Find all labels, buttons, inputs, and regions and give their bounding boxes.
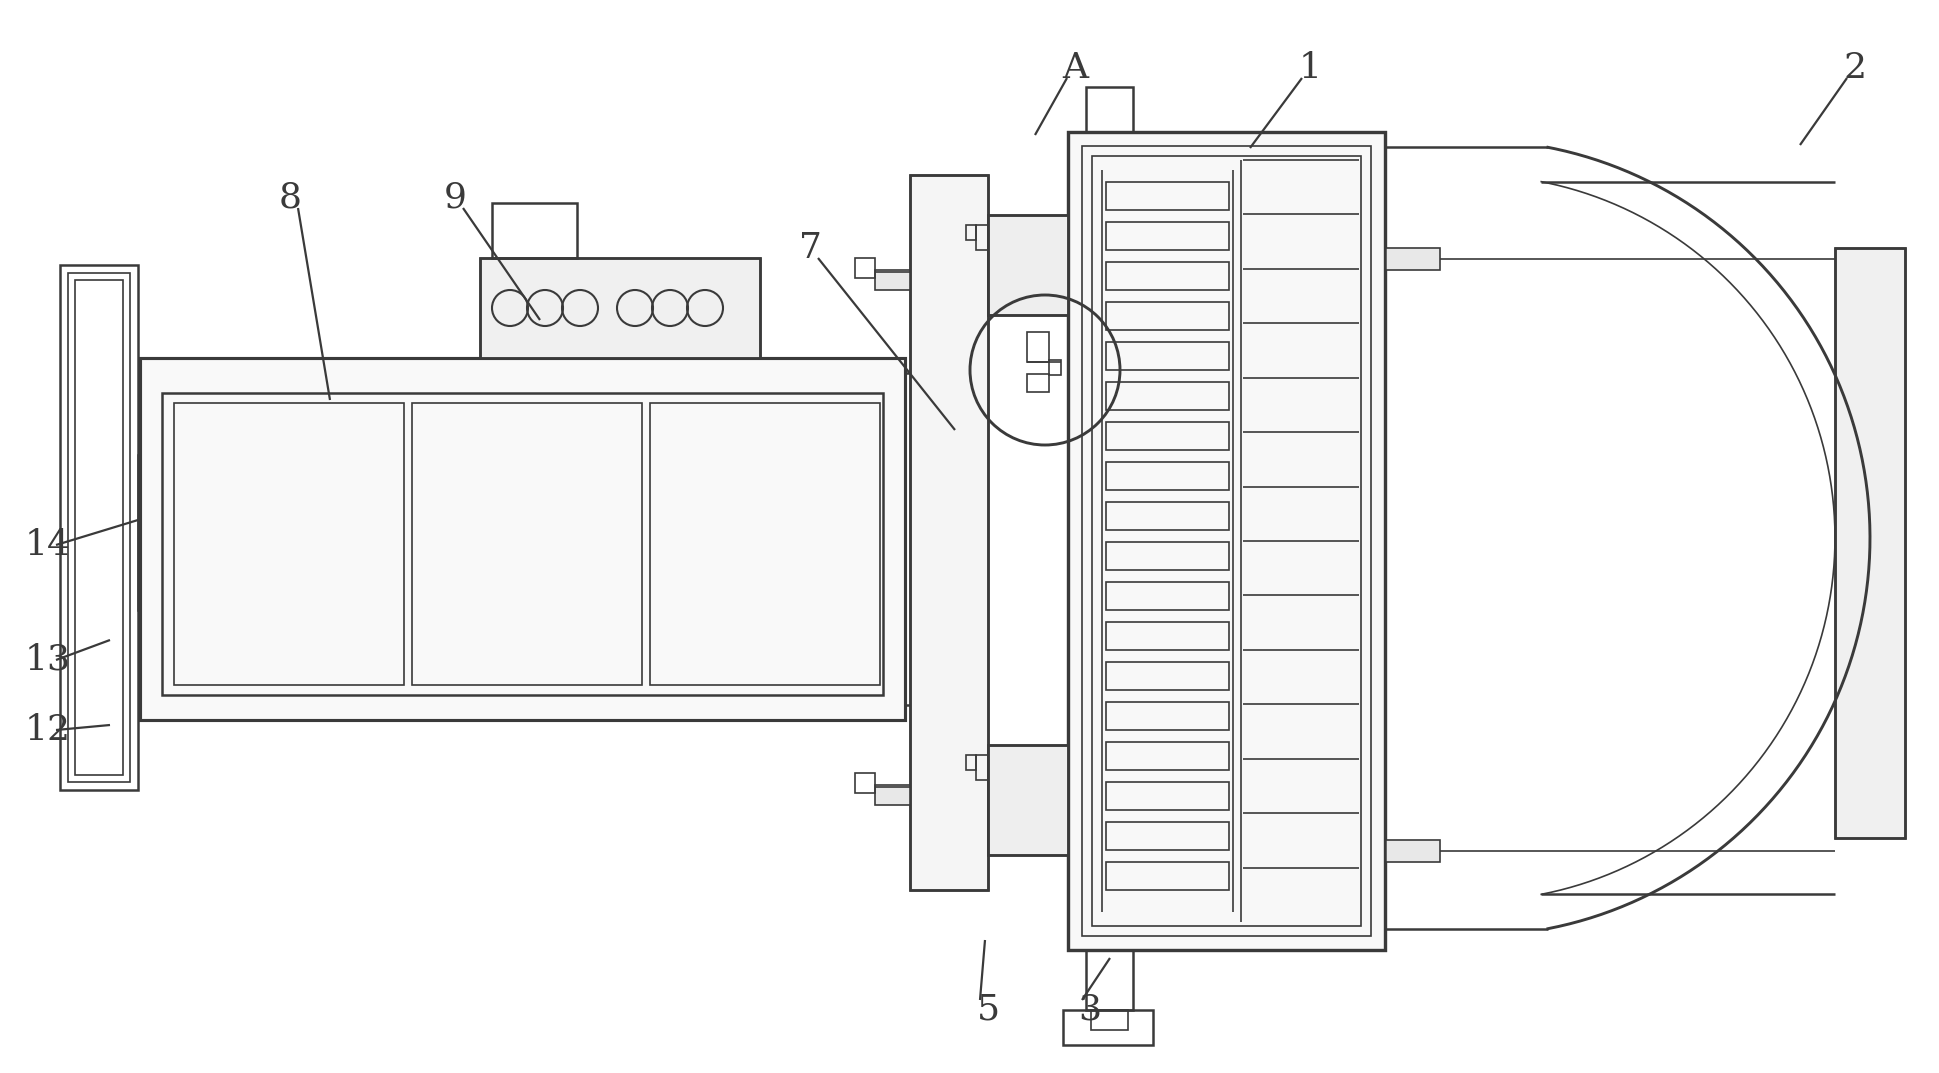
Bar — [1105, 782, 1229, 810]
Bar — [1105, 542, 1229, 570]
Bar — [909, 175, 987, 890]
Bar — [1068, 132, 1384, 950]
Bar — [1834, 248, 1904, 838]
Bar — [1105, 422, 1229, 450]
Text: 7: 7 — [799, 231, 820, 265]
Bar — [987, 745, 1068, 855]
Bar — [1384, 840, 1439, 862]
Bar — [138, 455, 182, 609]
Bar — [1105, 822, 1229, 850]
Bar — [966, 225, 975, 240]
Bar — [1105, 502, 1229, 530]
Bar — [1105, 222, 1229, 250]
Bar — [1092, 156, 1361, 926]
Bar — [68, 273, 130, 782]
Bar — [855, 258, 874, 278]
Bar — [60, 265, 138, 790]
Bar — [1105, 342, 1229, 370]
Bar — [411, 403, 642, 685]
Bar — [1105, 622, 1229, 650]
Bar — [1105, 382, 1229, 410]
Bar — [1105, 302, 1229, 330]
Bar — [140, 358, 904, 720]
Text: 3: 3 — [1078, 993, 1101, 1027]
Text: 13: 13 — [25, 643, 72, 677]
Bar — [1049, 361, 1061, 374]
Text: 1: 1 — [1297, 52, 1320, 85]
Bar — [1026, 374, 1049, 392]
Bar — [1026, 332, 1049, 362]
Text: A: A — [1061, 52, 1088, 85]
Bar — [1105, 262, 1229, 290]
Bar — [1090, 1010, 1127, 1030]
Bar — [1105, 182, 1229, 210]
Bar — [1105, 743, 1229, 770]
Bar — [479, 258, 760, 358]
Bar — [479, 258, 760, 358]
Bar — [493, 203, 576, 258]
Text: 9: 9 — [444, 181, 465, 215]
Text: 8: 8 — [279, 181, 301, 215]
Bar — [909, 175, 987, 890]
Bar — [975, 755, 987, 780]
Text: 2: 2 — [1842, 52, 1865, 85]
Text: 14: 14 — [25, 528, 72, 562]
Bar — [1105, 462, 1229, 490]
Bar — [1384, 248, 1439, 270]
Bar — [966, 755, 975, 770]
Bar — [76, 280, 122, 775]
Bar — [855, 773, 874, 793]
Bar — [1082, 146, 1371, 936]
Bar — [975, 225, 987, 250]
Bar — [874, 785, 909, 805]
Bar — [1086, 950, 1132, 1010]
Bar — [1105, 702, 1229, 730]
Bar — [987, 215, 1068, 315]
Bar — [874, 270, 909, 290]
Text: 5: 5 — [975, 993, 999, 1027]
Bar — [163, 393, 882, 695]
Bar — [1105, 582, 1229, 609]
Bar — [1063, 1010, 1152, 1045]
Bar — [1834, 248, 1904, 838]
Bar — [140, 358, 904, 720]
Bar — [987, 215, 1068, 315]
Bar — [1105, 662, 1229, 690]
Text: 12: 12 — [25, 712, 72, 747]
Bar — [650, 403, 880, 685]
Bar — [987, 745, 1068, 855]
Bar — [175, 403, 403, 685]
Bar — [1105, 862, 1229, 890]
Bar — [1086, 87, 1132, 132]
Bar — [1068, 132, 1384, 950]
